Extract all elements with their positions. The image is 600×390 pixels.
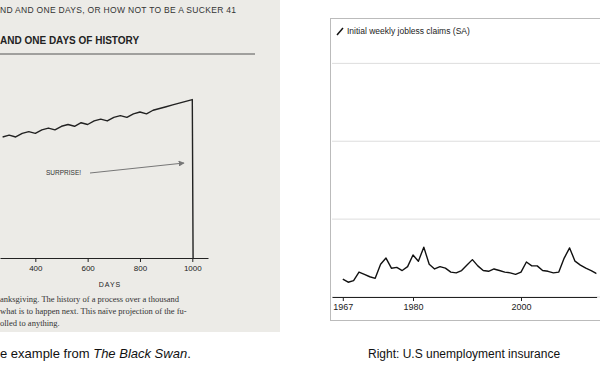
caption-line: what is to happen next. This naïve proje… xyxy=(0,306,187,316)
title-rule xyxy=(0,54,255,55)
annotation: SURPRISE! xyxy=(46,169,81,176)
x-axis-title: DAYS xyxy=(99,281,122,288)
data-line xyxy=(343,247,597,282)
grid-line xyxy=(332,63,600,64)
x-tick: 600 xyxy=(81,258,95,273)
chart-title: AND ONE DAYS OF HISTORY xyxy=(0,35,139,46)
caption-part: e example from xyxy=(0,346,93,361)
x-tick: 800 xyxy=(134,258,148,273)
caption-part: The Black Swan xyxy=(93,346,187,361)
x-tick: 400 xyxy=(29,258,43,273)
legend-swatch xyxy=(337,28,343,35)
tick-mark xyxy=(192,258,193,262)
x-axis-line xyxy=(333,297,598,298)
grid-line xyxy=(332,141,600,142)
tick-label: 2000 xyxy=(511,302,531,312)
tick-mark xyxy=(413,297,414,301)
figure-caption: Right: U.S unemployment insurance xyxy=(368,347,560,361)
caption-part: Right: U.S unemployment insurance xyxy=(368,347,560,361)
tick-mark xyxy=(521,297,522,301)
caption-line: olled to anything. xyxy=(0,318,60,328)
grid-line xyxy=(332,297,600,298)
legend: Initial weekly jobless claims (SA) xyxy=(337,26,470,36)
canvas-svg: ND AND ONE DAYS, OR HOW NOT TO BE A SUCK… xyxy=(0,0,600,390)
tick-mark xyxy=(88,258,89,262)
panel-frame xyxy=(331,19,600,321)
tick-label: 1000 xyxy=(184,264,202,273)
x-tick: 1980 xyxy=(403,297,423,312)
book-panel: ND AND ONE DAYS, OR HOW NOT TO BE A SUCK… xyxy=(0,0,280,332)
tick-label: 1967 xyxy=(333,302,353,312)
x-axis: 400 600 800 1000 xyxy=(1,258,209,273)
figure-caption: e example from The Black Swan. xyxy=(0,346,191,361)
x-axis: 1967 1980 2000 xyxy=(333,297,598,312)
claims-panel: 1967 1980 2000 Initial weekly jobless claim… xyxy=(331,19,600,321)
tick-label: 600 xyxy=(81,264,95,273)
chart-root: ND AND ONE DAYS, OR HOW NOT TO BE A SUCK… xyxy=(0,0,600,390)
tick-mark xyxy=(35,258,36,262)
x-axis-line xyxy=(1,258,209,259)
page-background xyxy=(0,0,280,332)
page-header: ND AND ONE DAYS, OR HOW NOT TO BE A SUCK… xyxy=(0,5,236,15)
tick-mark xyxy=(140,258,141,262)
data-line xyxy=(3,100,193,258)
x-tick: 2000 xyxy=(511,297,531,312)
grid-line xyxy=(332,219,600,220)
x-tick: 1967 xyxy=(333,297,353,312)
tick-label: 400 xyxy=(29,264,43,273)
tick-mark xyxy=(343,297,344,301)
plot-area xyxy=(343,247,597,282)
legend-label: Initial weekly jobless claims (SA) xyxy=(347,26,470,36)
x-tick: 1000 xyxy=(184,258,202,273)
plot-area xyxy=(3,100,193,258)
caption-part: . xyxy=(187,346,191,361)
annotation-arrow xyxy=(90,163,184,173)
caption-line: anksgiving. The history of a process ove… xyxy=(0,294,180,304)
tick-label: 800 xyxy=(134,264,148,273)
tick-label: 1980 xyxy=(403,302,423,312)
